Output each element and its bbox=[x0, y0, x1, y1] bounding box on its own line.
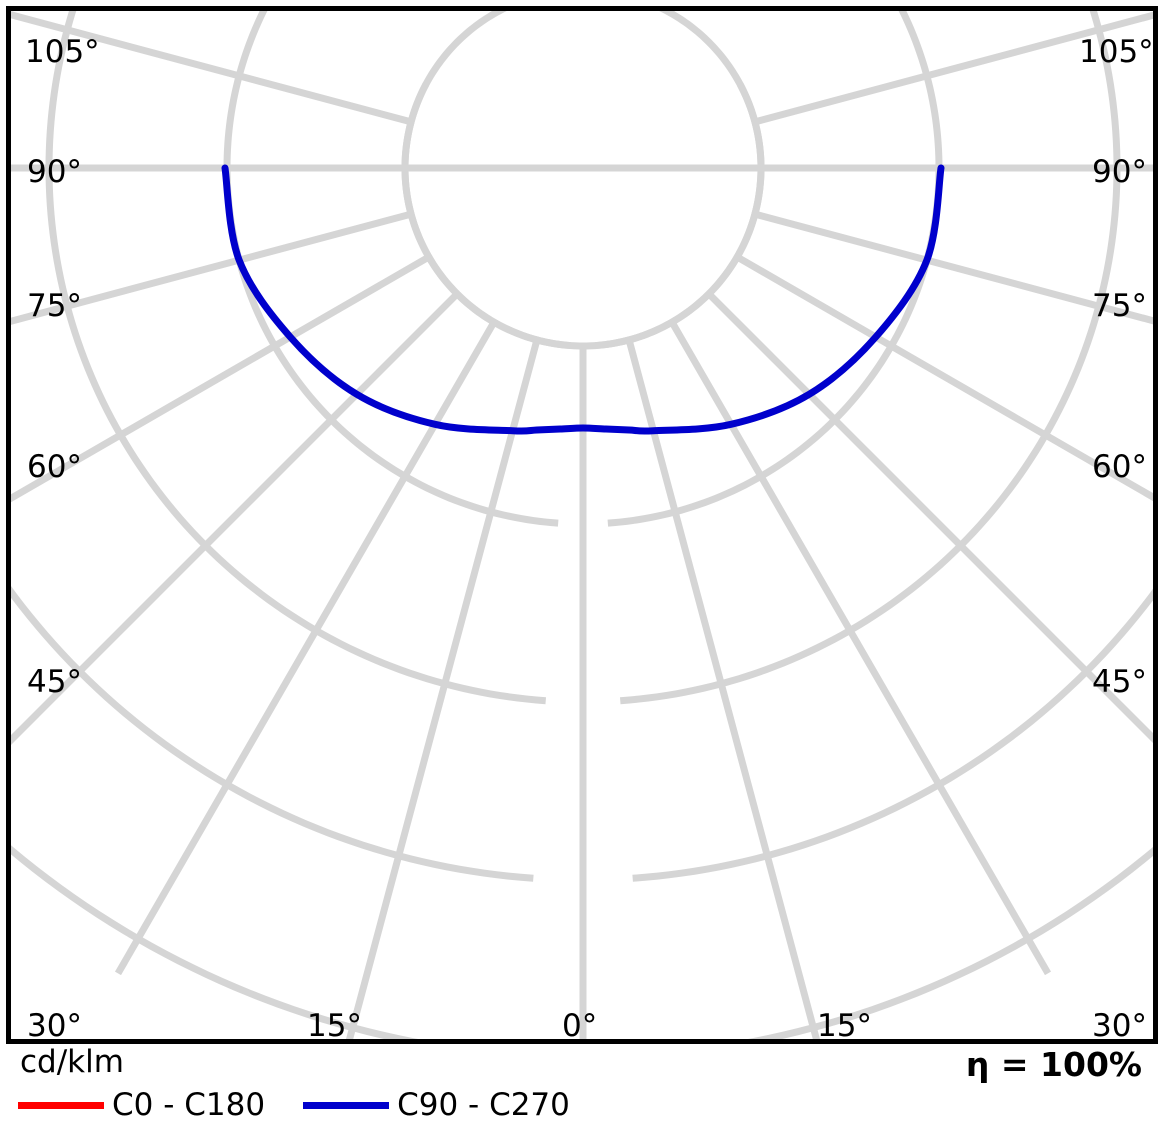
angle-label-left-60deg: 60° bbox=[27, 449, 82, 485]
legend-entry-c90-c270: C90 - C270 bbox=[303, 1090, 570, 1121]
legend-strip: cd/klm η = 100% C0 - C180 C90 - C270 bbox=[0, 1046, 1164, 1143]
polar-grid bbox=[11, 11, 1153, 1039]
legend-entry-c0-c180: C0 - C180 bbox=[18, 1090, 265, 1121]
legend-items: C0 - C180 C90 - C270 bbox=[18, 1090, 570, 1121]
angle-label-bottom-15deg-296: 15° bbox=[307, 1008, 362, 1044]
polar-spoke-105 bbox=[754, 11, 1153, 126]
polar-ring-1 bbox=[401, 82, 765, 350]
polar-spoke--15 bbox=[345, 339, 541, 1039]
polar-spoke-75 bbox=[754, 210, 1153, 325]
polar-ring-2 bbox=[223, 11, 943, 527]
angle-label-right-30deg: 30° bbox=[1092, 1008, 1147, 1044]
polar-spoke-45 bbox=[706, 291, 1153, 743]
polar-inner-ring bbox=[401, 11, 765, 350]
angle-label-left-105deg: 105° bbox=[25, 34, 100, 70]
unit-label: cd/klm bbox=[20, 1044, 124, 1080]
angle-label-bottom-15deg-806: 15° bbox=[817, 1008, 872, 1044]
curve-c90-c270 bbox=[221, 164, 945, 435]
polar-plot-frame: 105° 90° 75° 60° 45° 30° 105° 90° 75° 60° 45° 30° 15… bbox=[6, 6, 1158, 1044]
angle-label-right-60deg: 60° bbox=[1092, 449, 1147, 485]
angle-label-left-90deg: 90° bbox=[27, 154, 82, 190]
angle-label-left-45deg: 45° bbox=[27, 664, 82, 700]
polar-spoke-60 bbox=[735, 253, 1153, 502]
angle-label-left-30deg: 30° bbox=[27, 1008, 82, 1044]
efficiency-label: η = 100% bbox=[965, 1045, 1142, 1084]
polar-curves bbox=[221, 164, 945, 435]
polar-spoke--75 bbox=[11, 210, 412, 325]
legend-label-c0-c180: C0 - C180 bbox=[112, 1087, 266, 1123]
angle-label-right-105deg: 105° bbox=[1079, 34, 1154, 70]
angle-label-left-75deg: 75° bbox=[27, 288, 82, 324]
polar-spoke--30 bbox=[114, 320, 498, 976]
angle-label-bottom-0deg-551: 0° bbox=[562, 1008, 598, 1044]
polar-ring-4 bbox=[11, 586, 1153, 882]
legend-gap bbox=[265, 1105, 303, 1106]
polar-spoke--60 bbox=[11, 253, 431, 503]
angle-label-right-75deg: 75° bbox=[1092, 288, 1147, 324]
polar-spoke-30 bbox=[668, 320, 1052, 976]
polar-grid-and-curves bbox=[11, 11, 1153, 1039]
polar-ring-5 bbox=[11, 845, 1153, 1039]
polar-spoke--45 bbox=[11, 291, 460, 745]
legend-swatch-red bbox=[18, 1102, 104, 1109]
polar-ring-3 bbox=[45, 11, 1121, 705]
angle-label-right-90deg: 90° bbox=[1092, 154, 1147, 190]
legend-label-c90-c270: C90 - C270 bbox=[397, 1087, 570, 1123]
angle-label-right-45deg: 45° bbox=[1092, 664, 1147, 700]
legend-swatch-blue bbox=[303, 1102, 390, 1109]
polar-spoke-15 bbox=[625, 339, 821, 1039]
polar-spoke--105 bbox=[11, 11, 412, 126]
